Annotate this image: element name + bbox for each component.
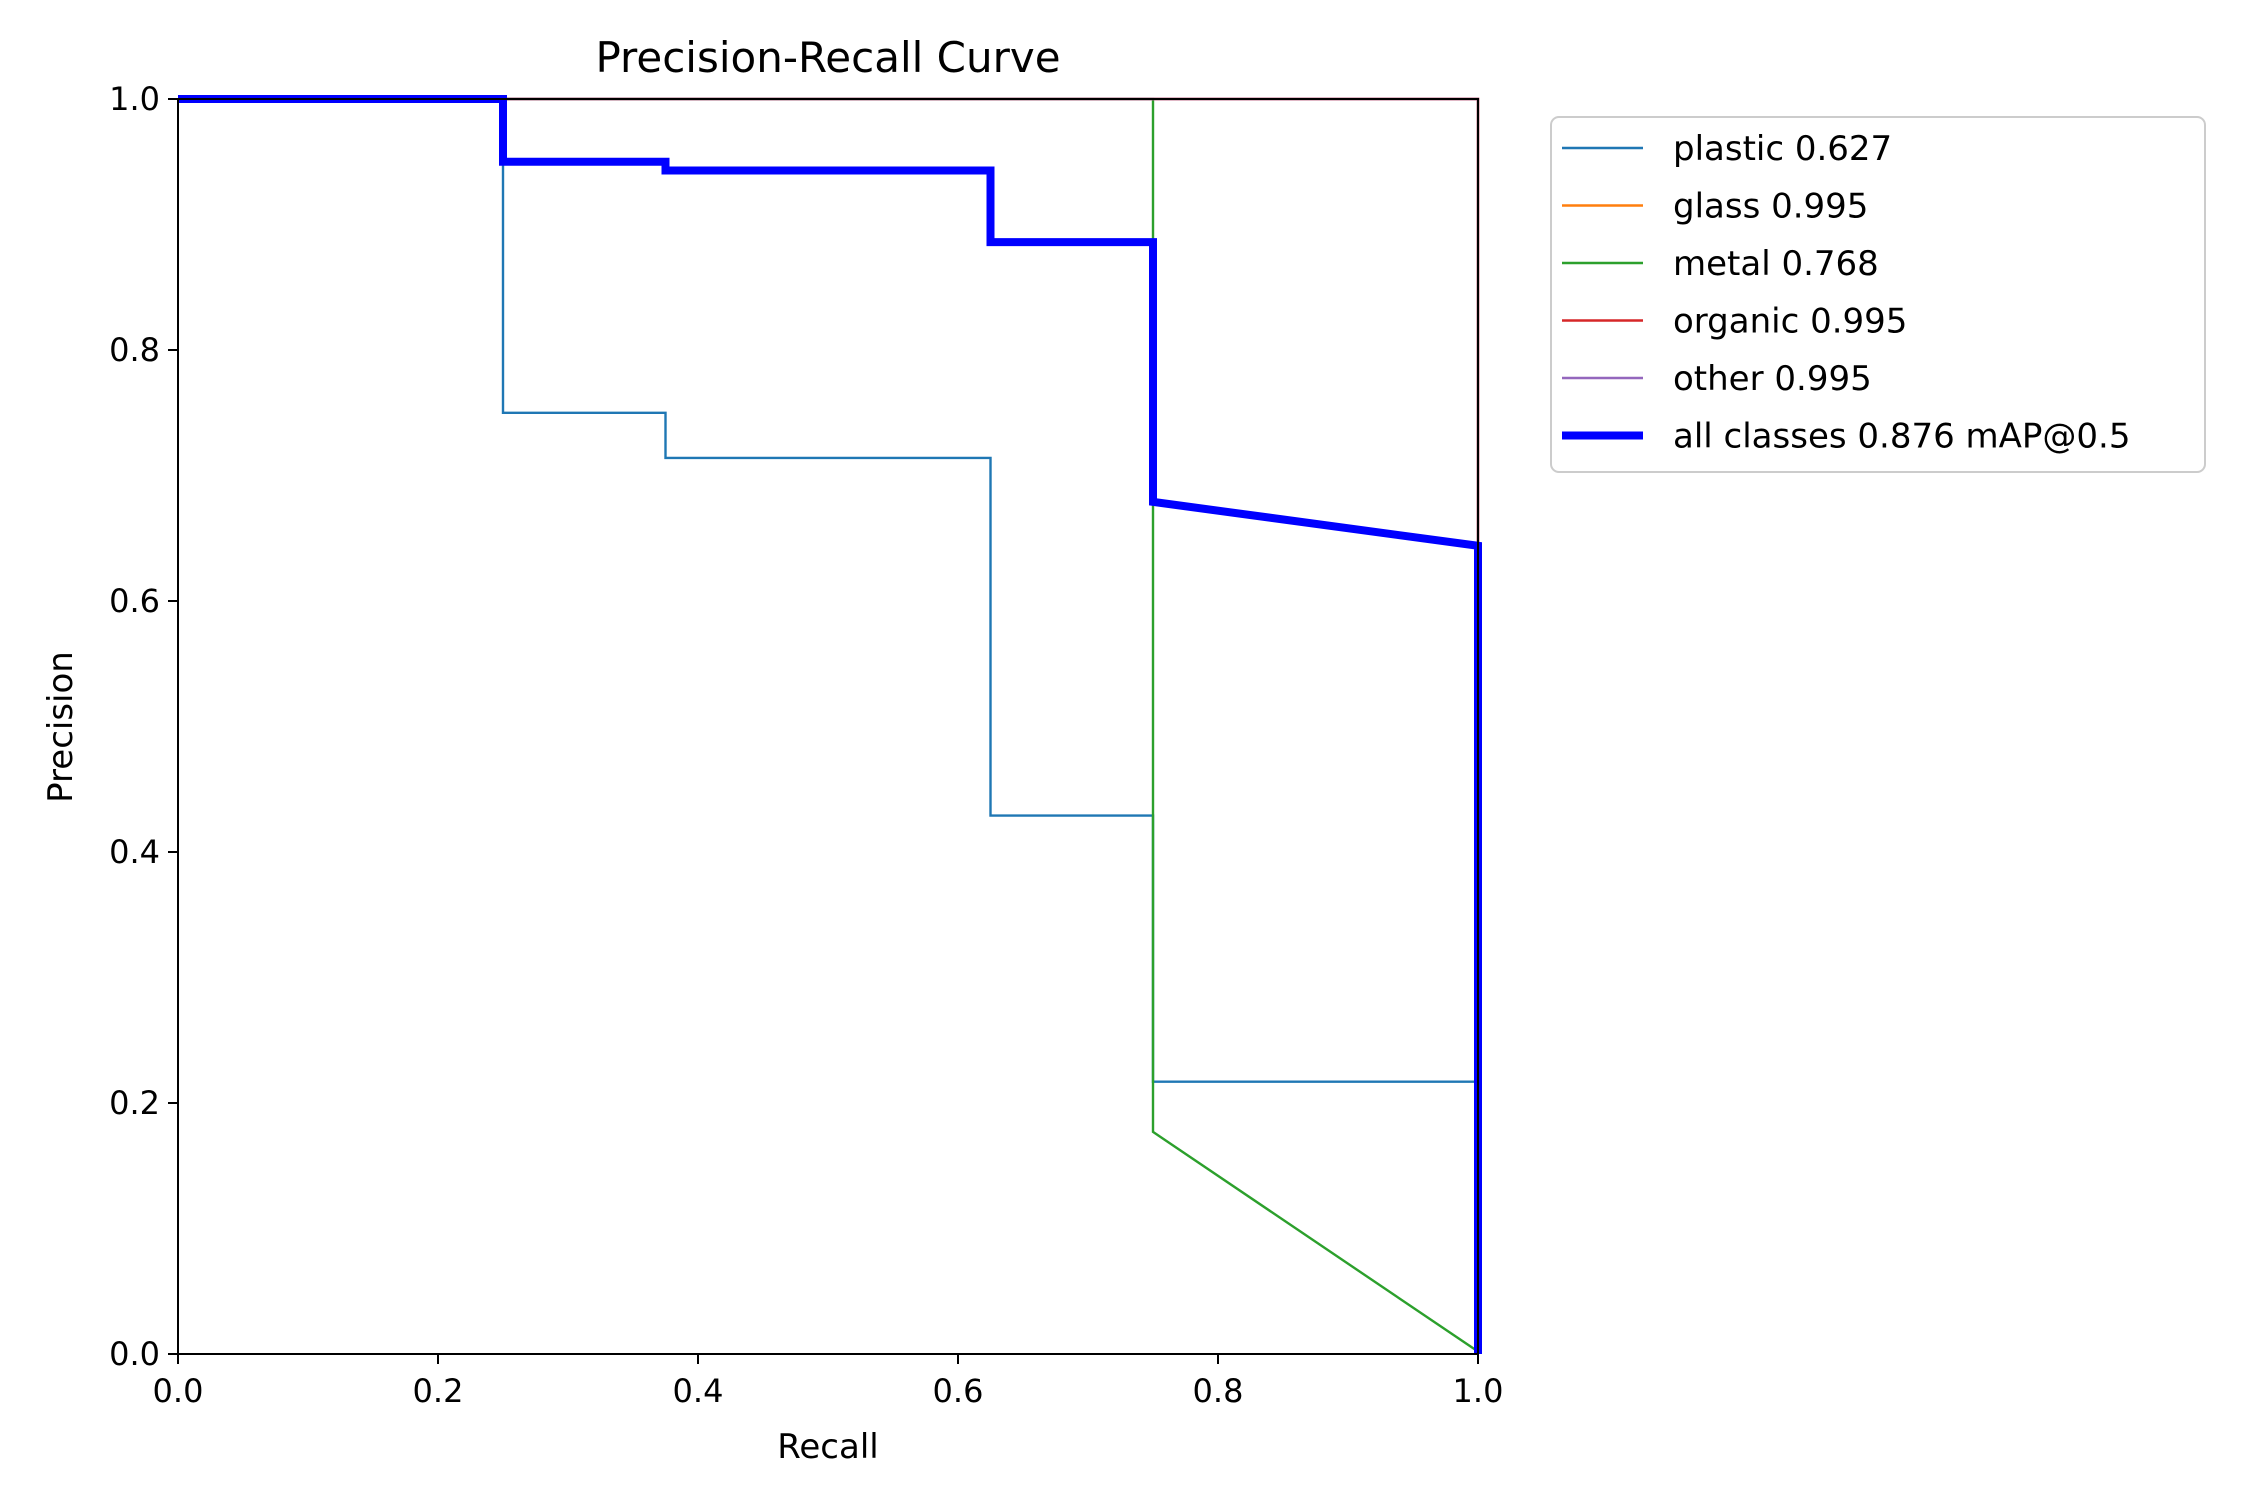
legend-items: plastic 0.627 glass 0.995 metal 0.768 organ… [1562, 129, 2130, 457]
y-tick-label: 1.0 [109, 80, 160, 118]
legend-label: metal 0.768 [1673, 244, 1879, 284]
y-tick-label: 0.0 [109, 1335, 160, 1373]
chart-title: Precision-Recall Curve [595, 33, 1060, 82]
series-line-all-classes [178, 95, 1482, 1354]
x-tick-label: 0.2 [413, 1372, 464, 1410]
x-axis-label: Recall [777, 1427, 878, 1467]
y-axis-label: Precision [41, 651, 81, 803]
legend-label: glass 0.995 [1673, 187, 1868, 227]
y-tick-label: 0.6 [109, 582, 160, 620]
y-tick-label: 0.2 [109, 1084, 160, 1122]
legend-box [1550, 116, 2206, 473]
legend-label: all classes 0.876 mAP@0.5 [1673, 417, 2130, 457]
legend-label: organic 0.995 [1673, 302, 1907, 342]
plot-frame [177, 98, 1479, 1355]
legend: plastic 0.627 glass 0.995 metal 0.768 organ… [1550, 116, 2206, 473]
x-tick-label: 1.0 [1453, 1372, 1504, 1410]
legend-label: other 0.995 [1673, 359, 1872, 399]
legend-label: plastic 0.627 [1673, 129, 1892, 169]
x-tick-label: 0.4 [673, 1372, 724, 1410]
x-tick-label: 0.8 [1193, 1372, 1244, 1410]
x-tick-label: 0.0 [153, 1372, 204, 1410]
y-tick-label: 0.4 [109, 833, 160, 871]
y-tick-label: 0.8 [109, 331, 160, 369]
x-axis: 0.0 0.2 0.4 0.6 0.8 1.0 [153, 1354, 1504, 1410]
y-axis: 0.0 0.2 0.4 0.6 0.8 1.0 [109, 80, 178, 1373]
x-tick-label: 0.6 [933, 1372, 984, 1410]
series-line-plastic [178, 97, 1480, 1354]
